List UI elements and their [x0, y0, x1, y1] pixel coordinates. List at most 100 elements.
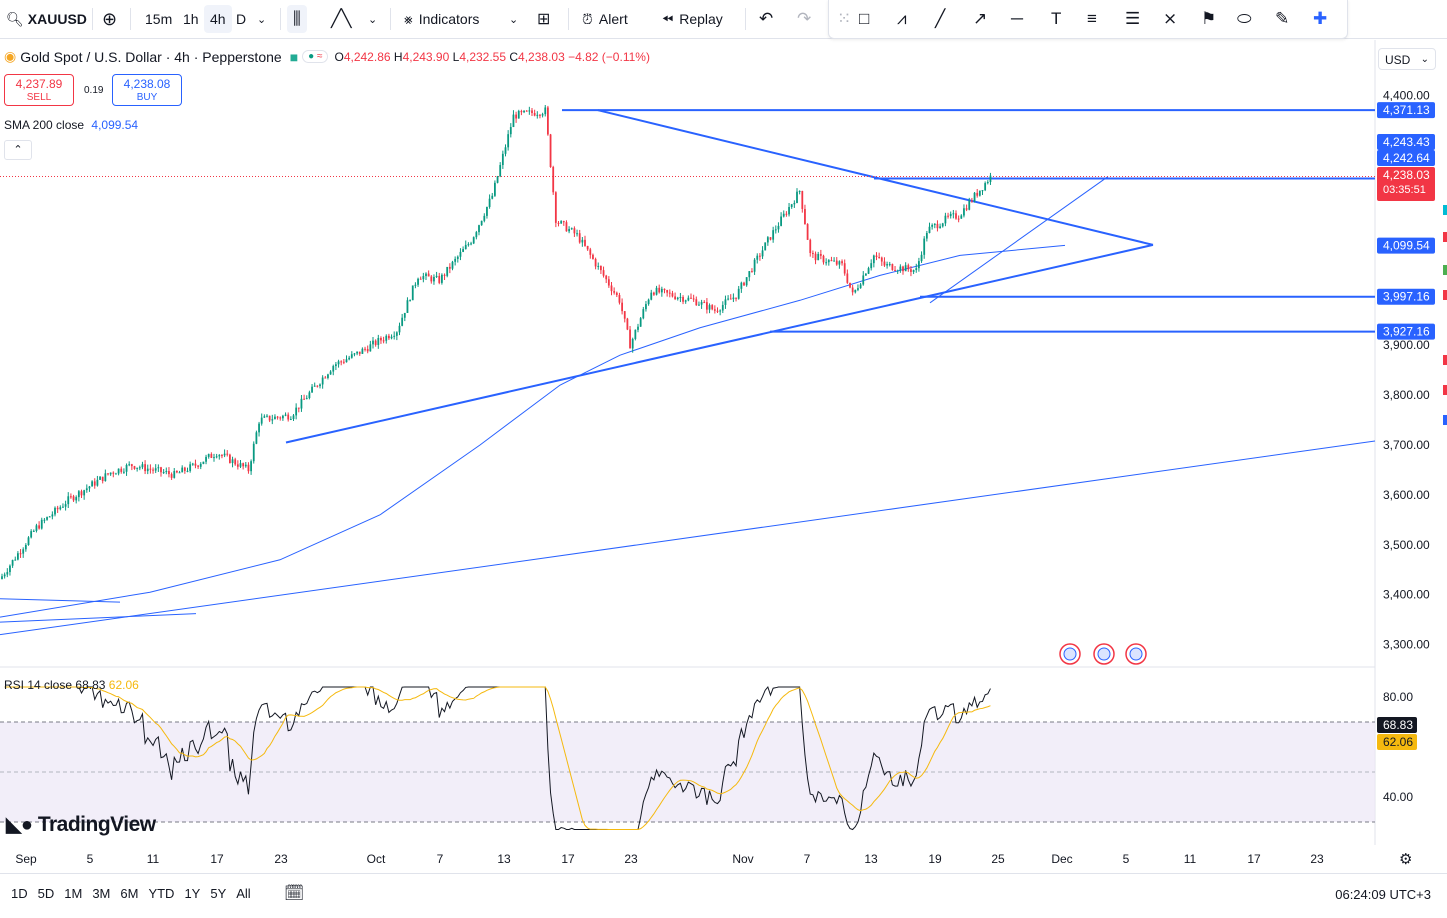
sell-button[interactable]: 4,237.89 SELL [4, 74, 74, 106]
candle-body [205, 456, 207, 462]
currency-select[interactable]: USD ⌄ [1378, 48, 1436, 70]
horizontal-line-icon[interactable]: ─ [1011, 9, 1024, 28]
symbol-title[interactable]: Gold Spot / U.S. Dollar · 4h · Peppersto… [20, 48, 282, 65]
range-button-1m[interactable]: 1M [64, 886, 83, 901]
candle-body [827, 260, 830, 263]
candle-body [22, 549, 25, 554]
candle-body [345, 359, 348, 363]
status-pill: ● ≈ [302, 50, 329, 63]
candle-body [295, 407, 298, 416]
interval-d[interactable]: D [236, 11, 247, 27]
interval-4h[interactable]: 4h [204, 5, 232, 33]
compare-icon[interactable]: ⊕ [102, 8, 118, 29]
candle-body [849, 282, 851, 288]
buy-button[interactable]: 4,238.08 BUY [112, 74, 182, 106]
candle-body [798, 191, 801, 193]
candle-body [605, 275, 608, 280]
candle-body [597, 265, 600, 267]
candle-body [809, 239, 812, 254]
candle-body [600, 265, 602, 271]
time-tick-label: Nov [732, 852, 754, 866]
time-tick-label: 23 [624, 852, 638, 866]
indicators-label: Indicators [418, 11, 480, 27]
candle-body [986, 181, 989, 184]
time-axis[interactable]: Sep 5 11 17 23 Oct 7 13 17 23 Nov 7 13 19 25 Dec 5 11 17 23 [0, 845, 1375, 871]
candle-body [491, 195, 494, 199]
candle-body [618, 295, 621, 303]
alert-label: Alert [598, 11, 628, 27]
range-button-ytd[interactable]: YTD [148, 886, 175, 901]
replay-button[interactable]: ⏪︎ Replay [656, 5, 729, 33]
candle-body [128, 464, 131, 466]
interval-15m[interactable]: 15m [145, 11, 173, 27]
pattern-icon[interactable]: ⩘ [897, 9, 907, 28]
clock[interactable]: 06:24:09 UTC+3 [1335, 887, 1431, 902]
symbol-search[interactable]: 🔍︎ XAUUSD [0, 5, 93, 33]
candle-body [115, 473, 117, 475]
sma-label: SMA 200 close [4, 118, 85, 132]
candle-body [703, 302, 706, 304]
rsi-band [0, 721, 1375, 823]
candle-body [218, 455, 221, 457]
chevron-down-icon[interactable]: ⌄ [509, 13, 519, 26]
redo-icon[interactable]: ↷ [797, 9, 812, 28]
candle-body [194, 463, 197, 466]
indicators-button[interactable]: ⨳ Indicators [398, 5, 485, 33]
side-marker [1443, 355, 1447, 365]
tradingview-logo[interactable]: ◣● TradingView [6, 812, 156, 837]
brush-icon[interactable]: ⨯ [1163, 9, 1178, 28]
layouts-icon[interactable]: ⊞ [537, 11, 551, 28]
candle-body [231, 459, 234, 463]
candle-body [867, 268, 870, 274]
candle-body [655, 287, 658, 295]
candle-body [833, 260, 835, 262]
interval-1h[interactable]: 1h [183, 11, 199, 27]
range-button-6m[interactable]: 6M [120, 886, 139, 901]
channel-icon[interactable]: ☰ [1125, 9, 1141, 28]
undo-icon[interactable]: ↶ [759, 9, 774, 28]
candle-body [162, 471, 165, 473]
candle-body [708, 305, 711, 310]
drag-handle-icon[interactable]: ⁙ [837, 9, 852, 28]
ellipse-icon[interactable]: ⬭ [1237, 9, 1252, 28]
range-button-5d[interactable]: 5D [37, 886, 55, 901]
text-icon[interactable]: T [1051, 9, 1062, 28]
rsi-legend[interactable]: RSI 14 close 68.83 62.06 [4, 678, 139, 692]
candle-body [32, 530, 35, 532]
long-position-icon[interactable]: ⚑ [1201, 9, 1217, 28]
candle-body [470, 243, 472, 245]
alert-button[interactable]: ⏰︎ Alert [576, 5, 634, 33]
range-button-3m[interactable]: 3M [92, 886, 111, 901]
range-button-5y[interactable]: 5Y [210, 886, 227, 901]
trendline-icon[interactable]: ╱ [935, 9, 946, 28]
price-chart[interactable]: 4,400.00 3,900.00 3,800.00 3,700.00 3,600.00… [0, 0, 1447, 845]
candle-body [255, 432, 258, 444]
candle-body [650, 292, 653, 300]
crosshair-icon[interactable]: ✚ [1313, 9, 1328, 28]
chevron-down-icon[interactable]: ⌄ [257, 13, 267, 26]
sma-legend[interactable]: SMA 200 close 4,099.54 [4, 118, 138, 132]
settings-gear-icon[interactable]: ⚙︎ [1399, 851, 1413, 868]
candle-body [682, 297, 684, 302]
candles-icon[interactable]: ⫼ [287, 5, 307, 33]
pencil-icon[interactable]: ✎ [1275, 9, 1290, 28]
calendar-range-icon[interactable]: 🗓︎ [284, 885, 305, 902]
candle-body [456, 256, 459, 259]
candle-body [941, 223, 944, 227]
range-button-1y[interactable]: 1Y [184, 886, 201, 901]
line-chart-icon[interactable]: ╱╲ [331, 9, 352, 28]
collapse-legend-button[interactable]: ⌃ [4, 140, 32, 160]
candle-body [711, 305, 714, 310]
range-button-1d[interactable]: 1D [11, 886, 28, 901]
candle-body [213, 457, 215, 459]
fib-icon[interactable]: ≡ [1087, 9, 1097, 28]
candle-body [441, 274, 443, 283]
ray-icon[interactable]: ↗ [973, 9, 988, 28]
candle-body [544, 107, 547, 115]
price-tick-label: 3,300.00 [1383, 638, 1430, 652]
rectangle-icon[interactable]: □ [859, 9, 870, 28]
bottom-toolbar: 1D 5D 1M 3M 6M YTD 1Y 5Y All 🗓︎ 06:24:09 UTC+3 [0, 873, 1447, 918]
range-button-all[interactable]: All [236, 886, 251, 901]
candle-body [878, 257, 881, 259]
chevron-down-icon[interactable]: ⌄ [368, 13, 378, 26]
